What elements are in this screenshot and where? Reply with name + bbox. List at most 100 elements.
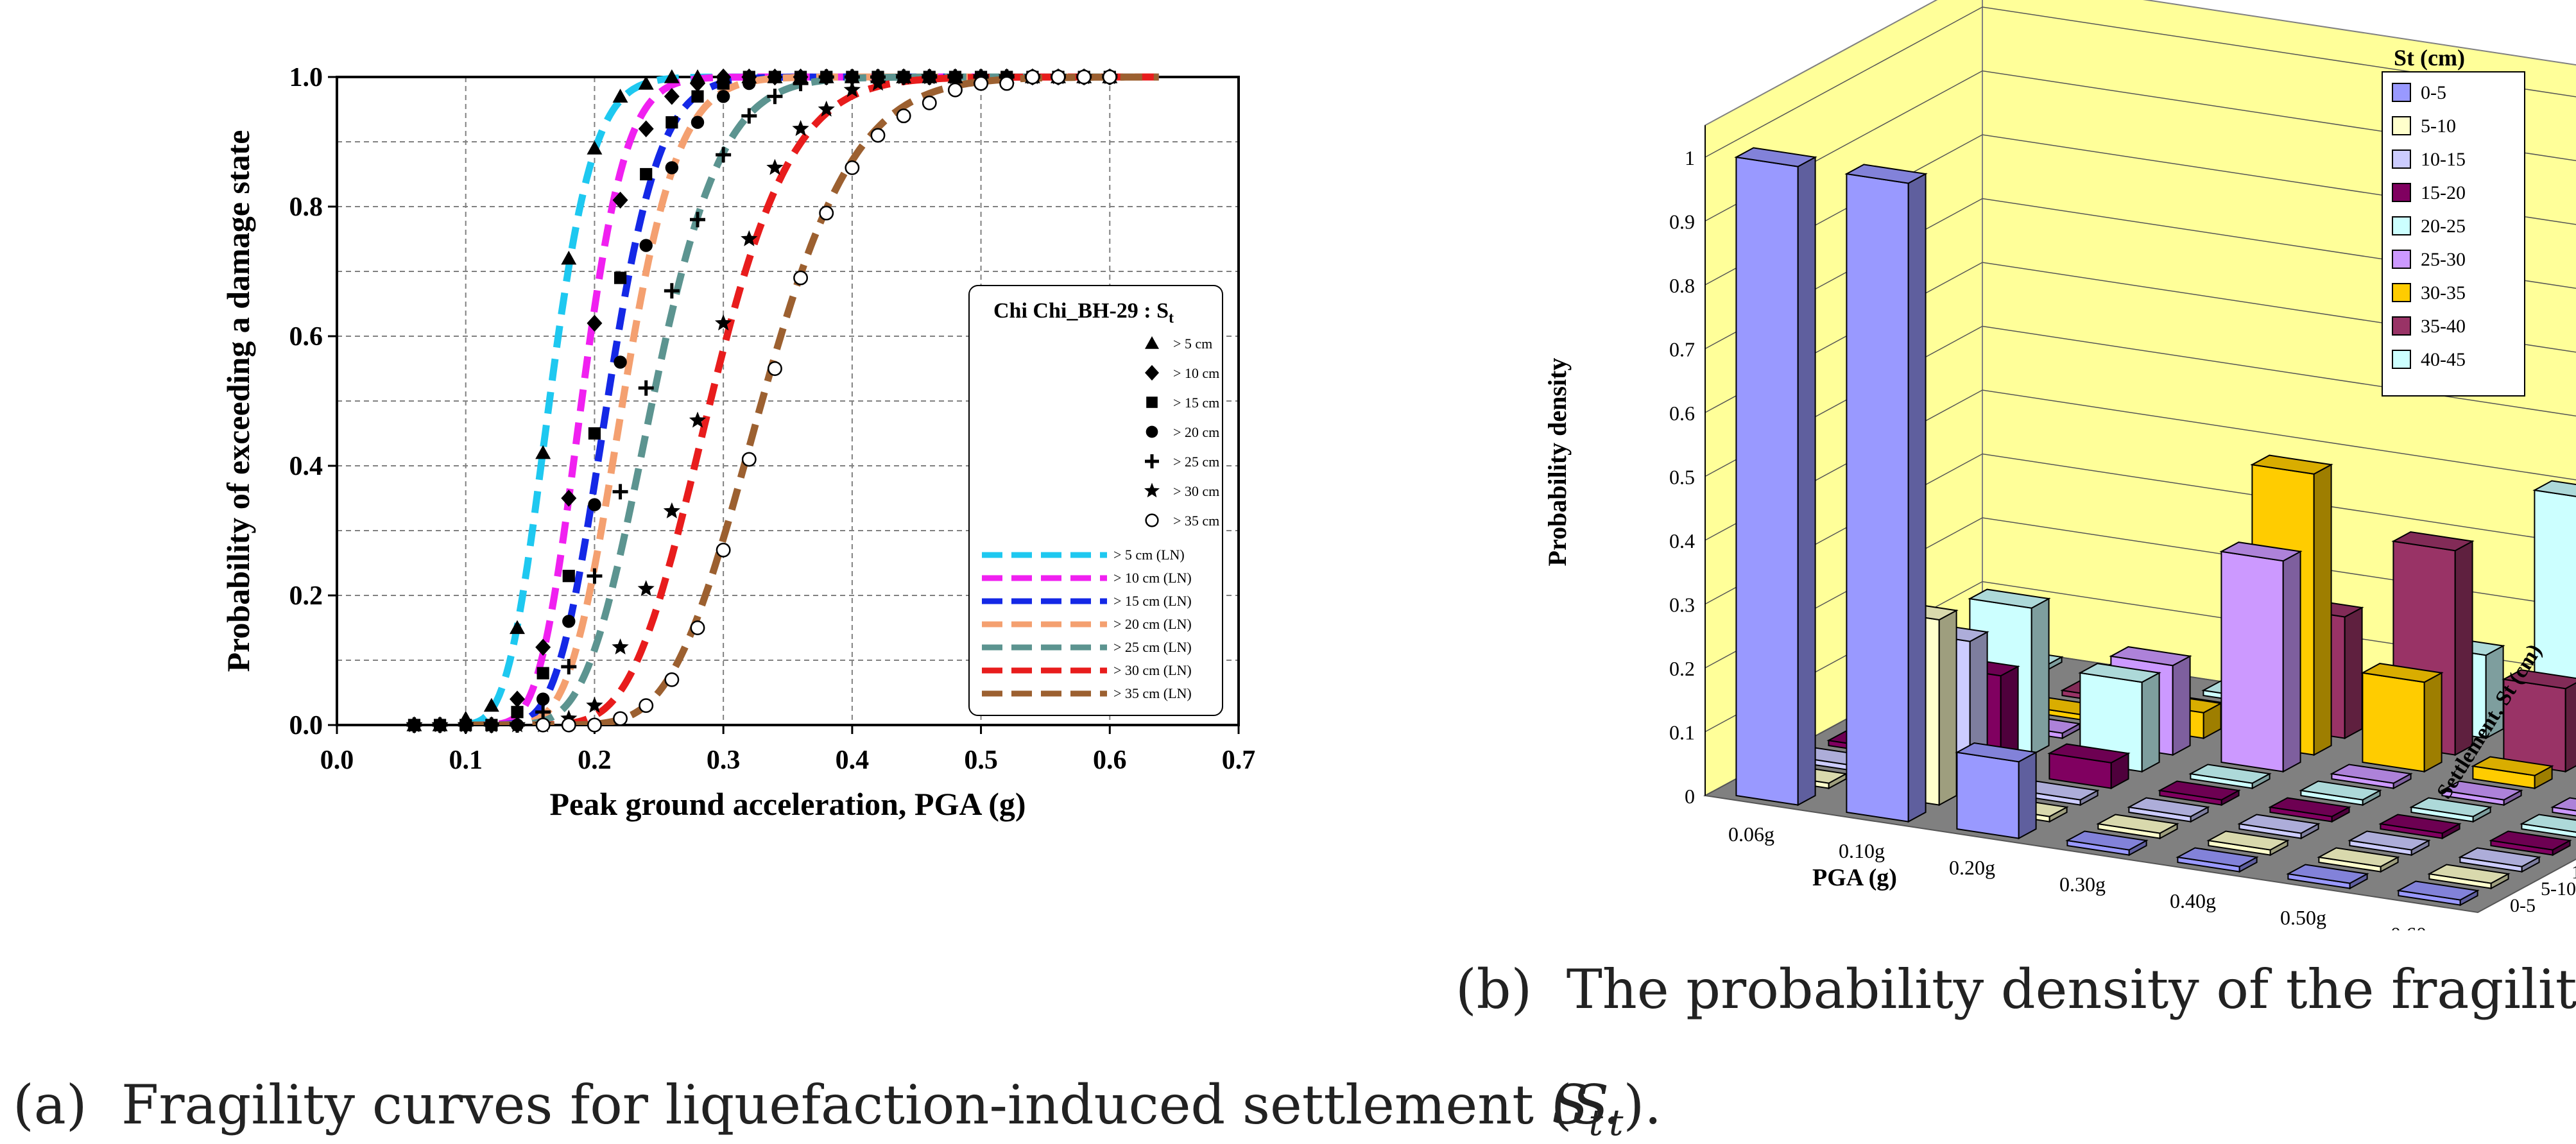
x-tick-label: 0.20g (1949, 856, 1995, 879)
bar (2360, 663, 2444, 773)
legend-label: > 15 cm (1173, 395, 1219, 411)
data-point (793, 270, 809, 286)
bar-top (2348, 830, 2431, 851)
legend-label: 20-25 (2421, 216, 2466, 237)
data-point (510, 690, 525, 708)
x-tick-label: 0.5 (964, 746, 998, 775)
data-point (562, 615, 576, 628)
bar (2317, 847, 2400, 873)
legend-label: > 10 cm (LN) (1113, 570, 1192, 586)
bar-top (2176, 847, 2259, 867)
data-point (562, 570, 575, 583)
z-tick-label: 0.1 (1669, 721, 1695, 744)
data-point (483, 716, 500, 733)
data-point (664, 283, 680, 299)
data-point (510, 620, 525, 635)
legend-label: > 10 cm (1173, 365, 1219, 381)
z-tick-label: 0.7 (1669, 338, 1695, 361)
legend-marker (1146, 397, 1158, 408)
bar (2078, 663, 2161, 773)
legend-label: 15-20 (2421, 182, 2466, 203)
z-tick-label: 1 (1685, 146, 1695, 169)
data-point (766, 158, 784, 175)
legend-label: > 35 cm (1173, 513, 1219, 529)
caption-b-line1: The probability density of the fragility… (1566, 958, 2576, 1021)
legend-label: > 35 cm (LN) (1113, 685, 1192, 701)
data-point (717, 77, 730, 90)
bar-top (1955, 742, 2038, 763)
bar (2158, 780, 2241, 807)
bar (2176, 847, 2259, 873)
x-tick-label: 0.60g (2391, 923, 2437, 930)
data-point (974, 76, 989, 91)
fit-curve (465, 73, 1159, 725)
data-point (999, 76, 1015, 91)
bar-top (1968, 588, 2051, 609)
legend-label: > 20 cm (1173, 424, 1219, 440)
data-point (1102, 69, 1117, 85)
x-tick-label: 0.2 (578, 746, 612, 775)
x-tick-label: 0.10g (1839, 839, 1885, 862)
data-point (715, 314, 732, 330)
data-point (561, 659, 577, 675)
bar-top (1844, 164, 1928, 184)
bar (1955, 742, 2038, 840)
x-tick-label: 0.6 (1093, 746, 1127, 775)
bar-front (2552, 806, 2576, 817)
fragility-curves-chart: 0.0 0.1 0.2 0.3 0.4 0.5 0.6 0.7 0.0 0.2 0.4 0.6 0.8 1… (220, 63, 1255, 822)
bar-side (1907, 173, 1927, 823)
data-point (793, 76, 809, 92)
data-point (947, 68, 964, 85)
y-tick-label: 1.0 (289, 63, 323, 92)
bar-front (2362, 672, 2425, 773)
data-point (612, 89, 628, 103)
depth-tick-label: 0-5 (2510, 895, 2536, 916)
bar-side (2018, 751, 2037, 840)
legend-marker (1145, 454, 1159, 468)
x-tick-label: 0.50g (2280, 906, 2326, 929)
bar-top (1734, 147, 1817, 167)
data-point (843, 81, 861, 98)
bar-front (2220, 551, 2284, 773)
bar (2047, 743, 2131, 790)
legend-swatch (2392, 350, 2411, 369)
fit-curve (465, 73, 1159, 725)
data-point (537, 667, 549, 679)
legend-label: 40-45 (2421, 349, 2466, 370)
bar-top (2158, 780, 2241, 801)
bar-top (2502, 669, 2576, 690)
legend-box (968, 285, 1223, 716)
bar (2396, 880, 2480, 907)
bar (2427, 864, 2511, 890)
bar-top (2471, 756, 2554, 776)
caption-b-tag: (b) (1455, 958, 1533, 1021)
bar-front (1956, 751, 2020, 839)
bar-top (2250, 454, 2333, 475)
z-axis-label: Probability density (1543, 358, 1572, 567)
data-point (614, 355, 627, 369)
data-point (588, 498, 601, 511)
fit-curve (465, 73, 1159, 725)
bar (2409, 797, 2493, 823)
x-tick-label: 0.0 (320, 746, 354, 775)
legend-swatch (2392, 83, 2411, 102)
bar-top (2219, 542, 2303, 562)
data-point (818, 100, 835, 117)
legend-swatch (2392, 250, 2411, 269)
data-point (639, 239, 653, 252)
data-point (664, 88, 680, 105)
caption-a-symbol: S (1572, 1073, 1610, 1136)
y-tick-label: 0.4 (289, 452, 323, 481)
legend-label: 35-40 (2421, 316, 2466, 337)
bar-top (2409, 797, 2493, 817)
depth-tick-label: 10-15 (2572, 862, 2576, 883)
data-point (483, 697, 499, 712)
bar-top (2378, 814, 2462, 834)
x-tick-label: 0.06g (1728, 823, 1774, 846)
data-point (638, 76, 654, 90)
data-point (612, 638, 629, 654)
data-point (741, 452, 757, 467)
data-point (665, 161, 679, 175)
data-point (690, 212, 705, 228)
data-markers (406, 68, 1119, 734)
